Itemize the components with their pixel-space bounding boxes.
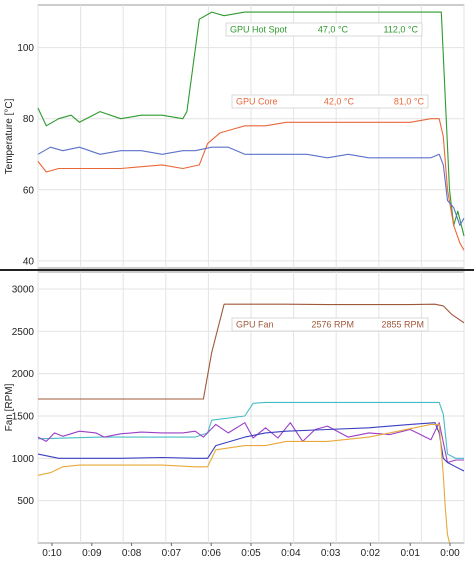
x-tick-label: 0:02 bbox=[361, 548, 381, 559]
y-tick-label: 2500 bbox=[12, 327, 35, 338]
series-label-box: GPU Hot Spot 47,0 °C 112,0 °C bbox=[225, 22, 423, 37]
x-tick-label: 0:05 bbox=[241, 548, 261, 559]
x-tick-label: 0:07 bbox=[162, 548, 182, 559]
series-name: GPU Core bbox=[236, 97, 278, 107]
x-tick-label: 0:00 bbox=[440, 548, 460, 559]
series-max-value: 112,0 °C bbox=[384, 25, 419, 35]
series-max-value: 2855 RPM bbox=[381, 320, 424, 330]
series-label-background bbox=[231, 94, 429, 109]
y-axis-title: Temperature [°C] bbox=[4, 98, 15, 174]
y-tick-label: 500 bbox=[17, 496, 34, 507]
x-tick-label: 0:10 bbox=[42, 548, 62, 559]
series-line-2 bbox=[37, 401, 464, 459]
y-tick-label: 100 bbox=[17, 43, 34, 54]
series-max-value: 81,0 °C bbox=[394, 97, 425, 107]
series-min-value: 42,0 °C bbox=[324, 97, 355, 107]
y-axis-title: Fan [RPM] bbox=[4, 383, 15, 431]
series-label-background bbox=[225, 22, 423, 37]
series-name: GPU Hot Spot bbox=[230, 25, 288, 35]
x-tick-label: 0:06 bbox=[201, 548, 221, 559]
y-tick-label: 3000 bbox=[12, 284, 35, 295]
y-tick-label: 60 bbox=[23, 185, 35, 196]
x-tick-label: 0:04 bbox=[281, 548, 301, 559]
x-tick-label: 0:08 bbox=[122, 548, 142, 559]
x-tick-label: 0:09 bbox=[82, 548, 102, 559]
series-label-box: GPU Core 42,0 °C 81,0 °C bbox=[231, 94, 429, 109]
series-min-value: 47,0 °C bbox=[318, 25, 349, 35]
y-tick-label: 2000 bbox=[12, 369, 35, 380]
series-label-background bbox=[231, 317, 429, 332]
series-name: GPU Fan bbox=[236, 320, 274, 330]
y-tick-label: 40 bbox=[23, 256, 35, 267]
series-line-2 bbox=[37, 118, 465, 251]
series-line-3 bbox=[37, 146, 465, 226]
series-min-value: 2576 RPM bbox=[311, 320, 354, 330]
series-line-1 bbox=[38, 303, 465, 400]
y-tick-label: 80 bbox=[23, 114, 35, 125]
series-line-5 bbox=[37, 423, 451, 544]
x-tick-label: 0:03 bbox=[321, 548, 341, 559]
y-tick-label: 1500 bbox=[12, 411, 35, 422]
series-line-3 bbox=[37, 422, 464, 464]
x-tick-label: 0:01 bbox=[400, 548, 420, 559]
chart-panel-2: 500 1000 1500 2000 2500 3000 Fan [RPM] GPU Fan 2… bbox=[4, 271, 465, 559]
y-tick-label: 1000 bbox=[12, 454, 35, 465]
series-line-1 bbox=[37, 11, 465, 237]
chart-panel-1: 40 60 80 100 Temperature [°C] GPU Hot Spot 47,… bbox=[4, 4, 465, 269]
series-line-4 bbox=[37, 422, 465, 472]
series-label-box: GPU Fan 2576 RPM 2855 RPM bbox=[231, 317, 429, 332]
